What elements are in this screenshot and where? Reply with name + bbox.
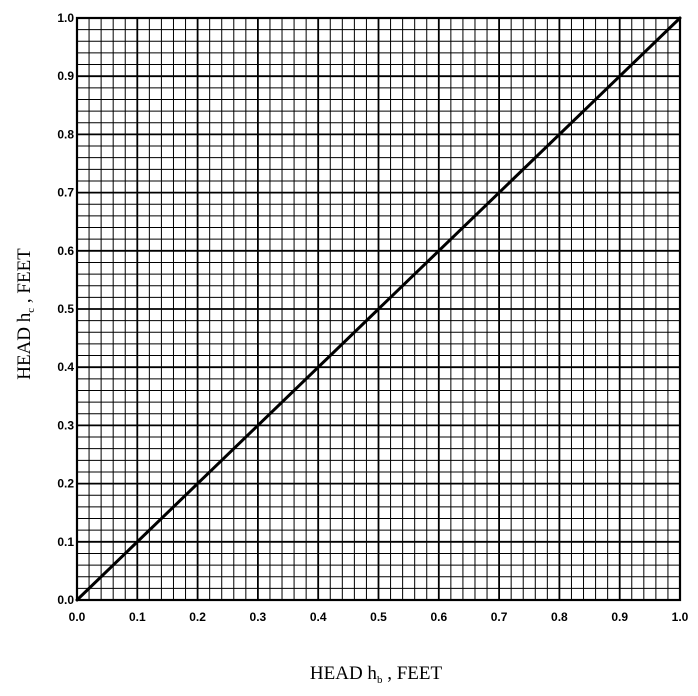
- y-tick-label: 0.0: [57, 593, 74, 607]
- x-tick-label: 0.6: [430, 610, 447, 624]
- y-tick-label: 0.3: [57, 418, 74, 432]
- y-tick-label: 0.2: [57, 477, 74, 491]
- y-axis-title: HEAD hc , FEET: [14, 248, 37, 380]
- x-tick-label: 0.5: [370, 610, 387, 624]
- x-axis-title-sub: b: [377, 674, 383, 686]
- x-axis-title-main: HEAD h: [310, 663, 378, 684]
- y-tick-label: 0.1: [57, 535, 74, 549]
- x-tick-label: 0.3: [250, 610, 267, 624]
- x-tick-label: 1.0: [672, 610, 689, 624]
- y-axis-title-main: HEAD h: [14, 312, 35, 380]
- x-tick-label: 0.0: [69, 610, 86, 624]
- x-tick-labels: 0.0 0.1 0.2 0.3 0.4 0.5 0.6 0.7 0.8 0.9 1.0: [69, 610, 689, 624]
- plot-frame: [75, 16, 682, 602]
- x-tick-label: 0.1: [129, 610, 146, 624]
- x-tick-label: 0.7: [491, 610, 508, 624]
- y-tick-label: 0.7: [57, 186, 74, 200]
- x-axis-title: HEAD hb , FEET: [310, 663, 443, 686]
- y-axis-title-suffix: , FEET: [14, 248, 35, 308]
- x-tick-label: 0.2: [189, 610, 206, 624]
- series-layer: [75, 16, 682, 602]
- x-axis-title-suffix: , FEET: [382, 663, 442, 684]
- x-tick-label: 0.4: [310, 610, 327, 624]
- y-tick-labels: 0.0 0.1 0.2 0.3 0.4 0.5 0.6 0.7 0.8 0.9 1.0: [57, 11, 74, 607]
- y-tick-label: 0.9: [57, 69, 74, 83]
- y-axis-title-sub: c: [25, 308, 37, 313]
- x-tick-label: 0.9: [611, 610, 628, 624]
- x-tick-label: 0.8: [551, 610, 568, 624]
- y-tick-label: 0.4: [57, 360, 74, 374]
- y-tick-label: 1.0: [57, 11, 74, 25]
- y-tick-label: 0.6: [57, 244, 74, 258]
- y-tick-label: 0.5: [57, 302, 74, 316]
- y-tick-label: 0.8: [57, 127, 74, 141]
- series-line-0: [75, 16, 682, 602]
